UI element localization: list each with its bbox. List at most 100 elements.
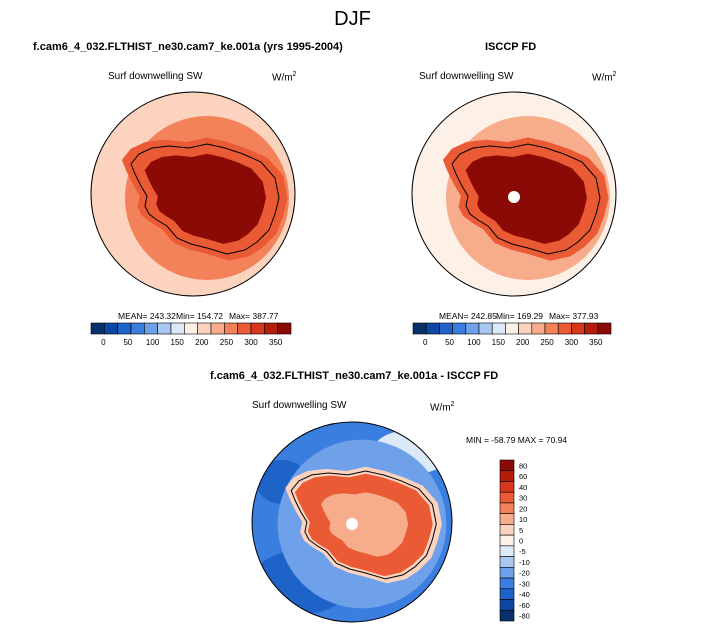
colorbar-swatch [499,502,515,514]
colorbar-swatch [499,588,515,600]
colorbar-tick-label: 80 [519,461,527,470]
colorbar-tick-label: 0 [423,338,428,347]
colorbar-tick-label: 50 [123,338,132,347]
colorbar-swatch [250,322,265,335]
colorbar-swatch [499,609,515,622]
colorbar-swatch [184,322,198,335]
colorbar-tick-label: -40 [519,590,530,599]
colorbar-tick-label: 5 [519,526,523,535]
colorbar-swatch [130,322,145,335]
panel2-mean-label: MEAN= 242.85 [439,311,497,321]
colorbar-tick-label: 100 [146,338,160,347]
colorbar-tick-label: 200 [516,338,530,347]
colorbar-swatch [499,481,515,493]
antarctica-coastline [451,143,601,255]
colorbar-swatch [597,322,612,335]
colorbar-tick-label: -5 [519,547,526,556]
colorbar-swatch [197,322,212,335]
colorbar-swatch [491,322,506,335]
colorbar-swatch [499,513,515,525]
colorbar-tick-label: 250 [220,338,234,347]
colorbar-swatch [531,322,546,335]
colorbar-swatch [557,322,572,335]
colorbar-swatch [264,322,278,335]
colorbar-tick-label: 150 [171,338,185,347]
colorbar-swatch [157,322,172,335]
panel1-title: f.cam6_4_032.FLTHIST_ne30.cam7_ke.001a (… [33,41,343,53]
colorbar-swatch [452,322,467,335]
colorbar-swatch [499,534,515,547]
colorbar-tick-label: -30 [519,579,530,588]
colorbar-swatch [277,322,292,335]
colorbar-tick-label: -60 [519,601,530,610]
ice-sheet-interior [144,153,266,244]
panel2-units-label: W/m2 [592,71,617,84]
colorbar-tick-label: 150 [492,338,506,347]
colorbar-tick-label: 40 [519,483,527,492]
colorbar-swatch [499,491,515,504]
figure-title: DJF [334,8,371,30]
panel3-map [252,422,452,622]
colorbar-tick-label: 30 [519,494,527,503]
colorbar-tick-label: 300 [565,338,579,347]
pole-hole [346,518,358,530]
colorbar-swatch [499,556,515,568]
colorbar-tick-label: 20 [519,504,527,513]
panel1-colorbar: 0 50 100 150 200 250 300 350 [90,322,292,347]
panel1-map-border [90,91,296,297]
colorbar-swatch [465,322,480,335]
colorbar-swatch [425,322,440,335]
colorbar-swatch [439,322,453,335]
colorbar-tick-label: 10 [519,515,527,524]
colorbar-swatch [499,599,515,611]
colorbar-tick-label: 100 [467,338,481,347]
colorbar-tick-label: -20 [519,569,530,578]
panel2-max-label: Max= 377.93 [549,311,599,321]
antarctica-coastline [130,143,280,255]
ice-sheet-interior [465,153,587,244]
colorbar-swatch [499,470,515,482]
colorbar-swatch [478,322,493,335]
colorbar-swatch [499,545,515,557]
panel1-mean-label: MEAN= 243.32 [118,311,176,321]
panel3-variable-label: Surf downwelling SW [252,400,347,411]
colorbar-tick-label: -80 [519,612,530,621]
colorbar-swatch [170,322,185,335]
colorbar-swatch [499,524,515,536]
colorbar-swatch [90,322,105,335]
colorbar-tick-label: 350 [269,338,283,347]
colorbar-tick-label: 50 [445,338,454,347]
panel2-title: ISCCP FD [485,41,537,53]
panel3-map-border [251,421,453,623]
colorbar-swatch [544,322,559,335]
panel3-title: f.cam6_4_032.FLTHIST_ne30.cam7_ke.001a -… [210,370,499,382]
diff-plateau-positive [321,492,409,557]
colorbar-swatch [224,322,238,335]
colorbar-tick-label: -10 [519,558,530,567]
colorbar-tick-label: 0 [519,537,523,546]
panel1-min-label: Min= 154.72 [176,311,224,321]
colorbar-swatch [518,322,533,335]
colorbar-tick-label: 60 [519,472,527,481]
colorbar-swatch [412,322,427,335]
pole-hole [508,191,520,203]
panel3-minmax-label: MIN = -58.79 MAX = 70.94 [466,435,568,445]
colorbar-tick-label: 200 [195,338,209,347]
colorbar-swatch [499,567,515,579]
panel2-min-label: Min= 169.29 [496,311,544,321]
panel1-map [91,92,295,296]
colorbar-swatch [584,322,599,335]
colorbar-swatch [499,577,515,590]
colorbar-swatch [104,322,118,335]
colorbar-tick-label: 350 [589,338,603,347]
panel2-variable-label: Surf downwelling SW [419,71,514,82]
colorbar-tick-label: 300 [244,338,258,347]
colorbar-swatch [210,322,225,335]
colorbar-swatch [237,322,252,335]
colorbar-tick-label: 250 [540,338,554,347]
colorbar-swatch [571,322,585,335]
panel2-map-border [411,91,617,297]
colorbar-swatch [144,322,158,335]
colorbar-swatch [499,459,515,472]
